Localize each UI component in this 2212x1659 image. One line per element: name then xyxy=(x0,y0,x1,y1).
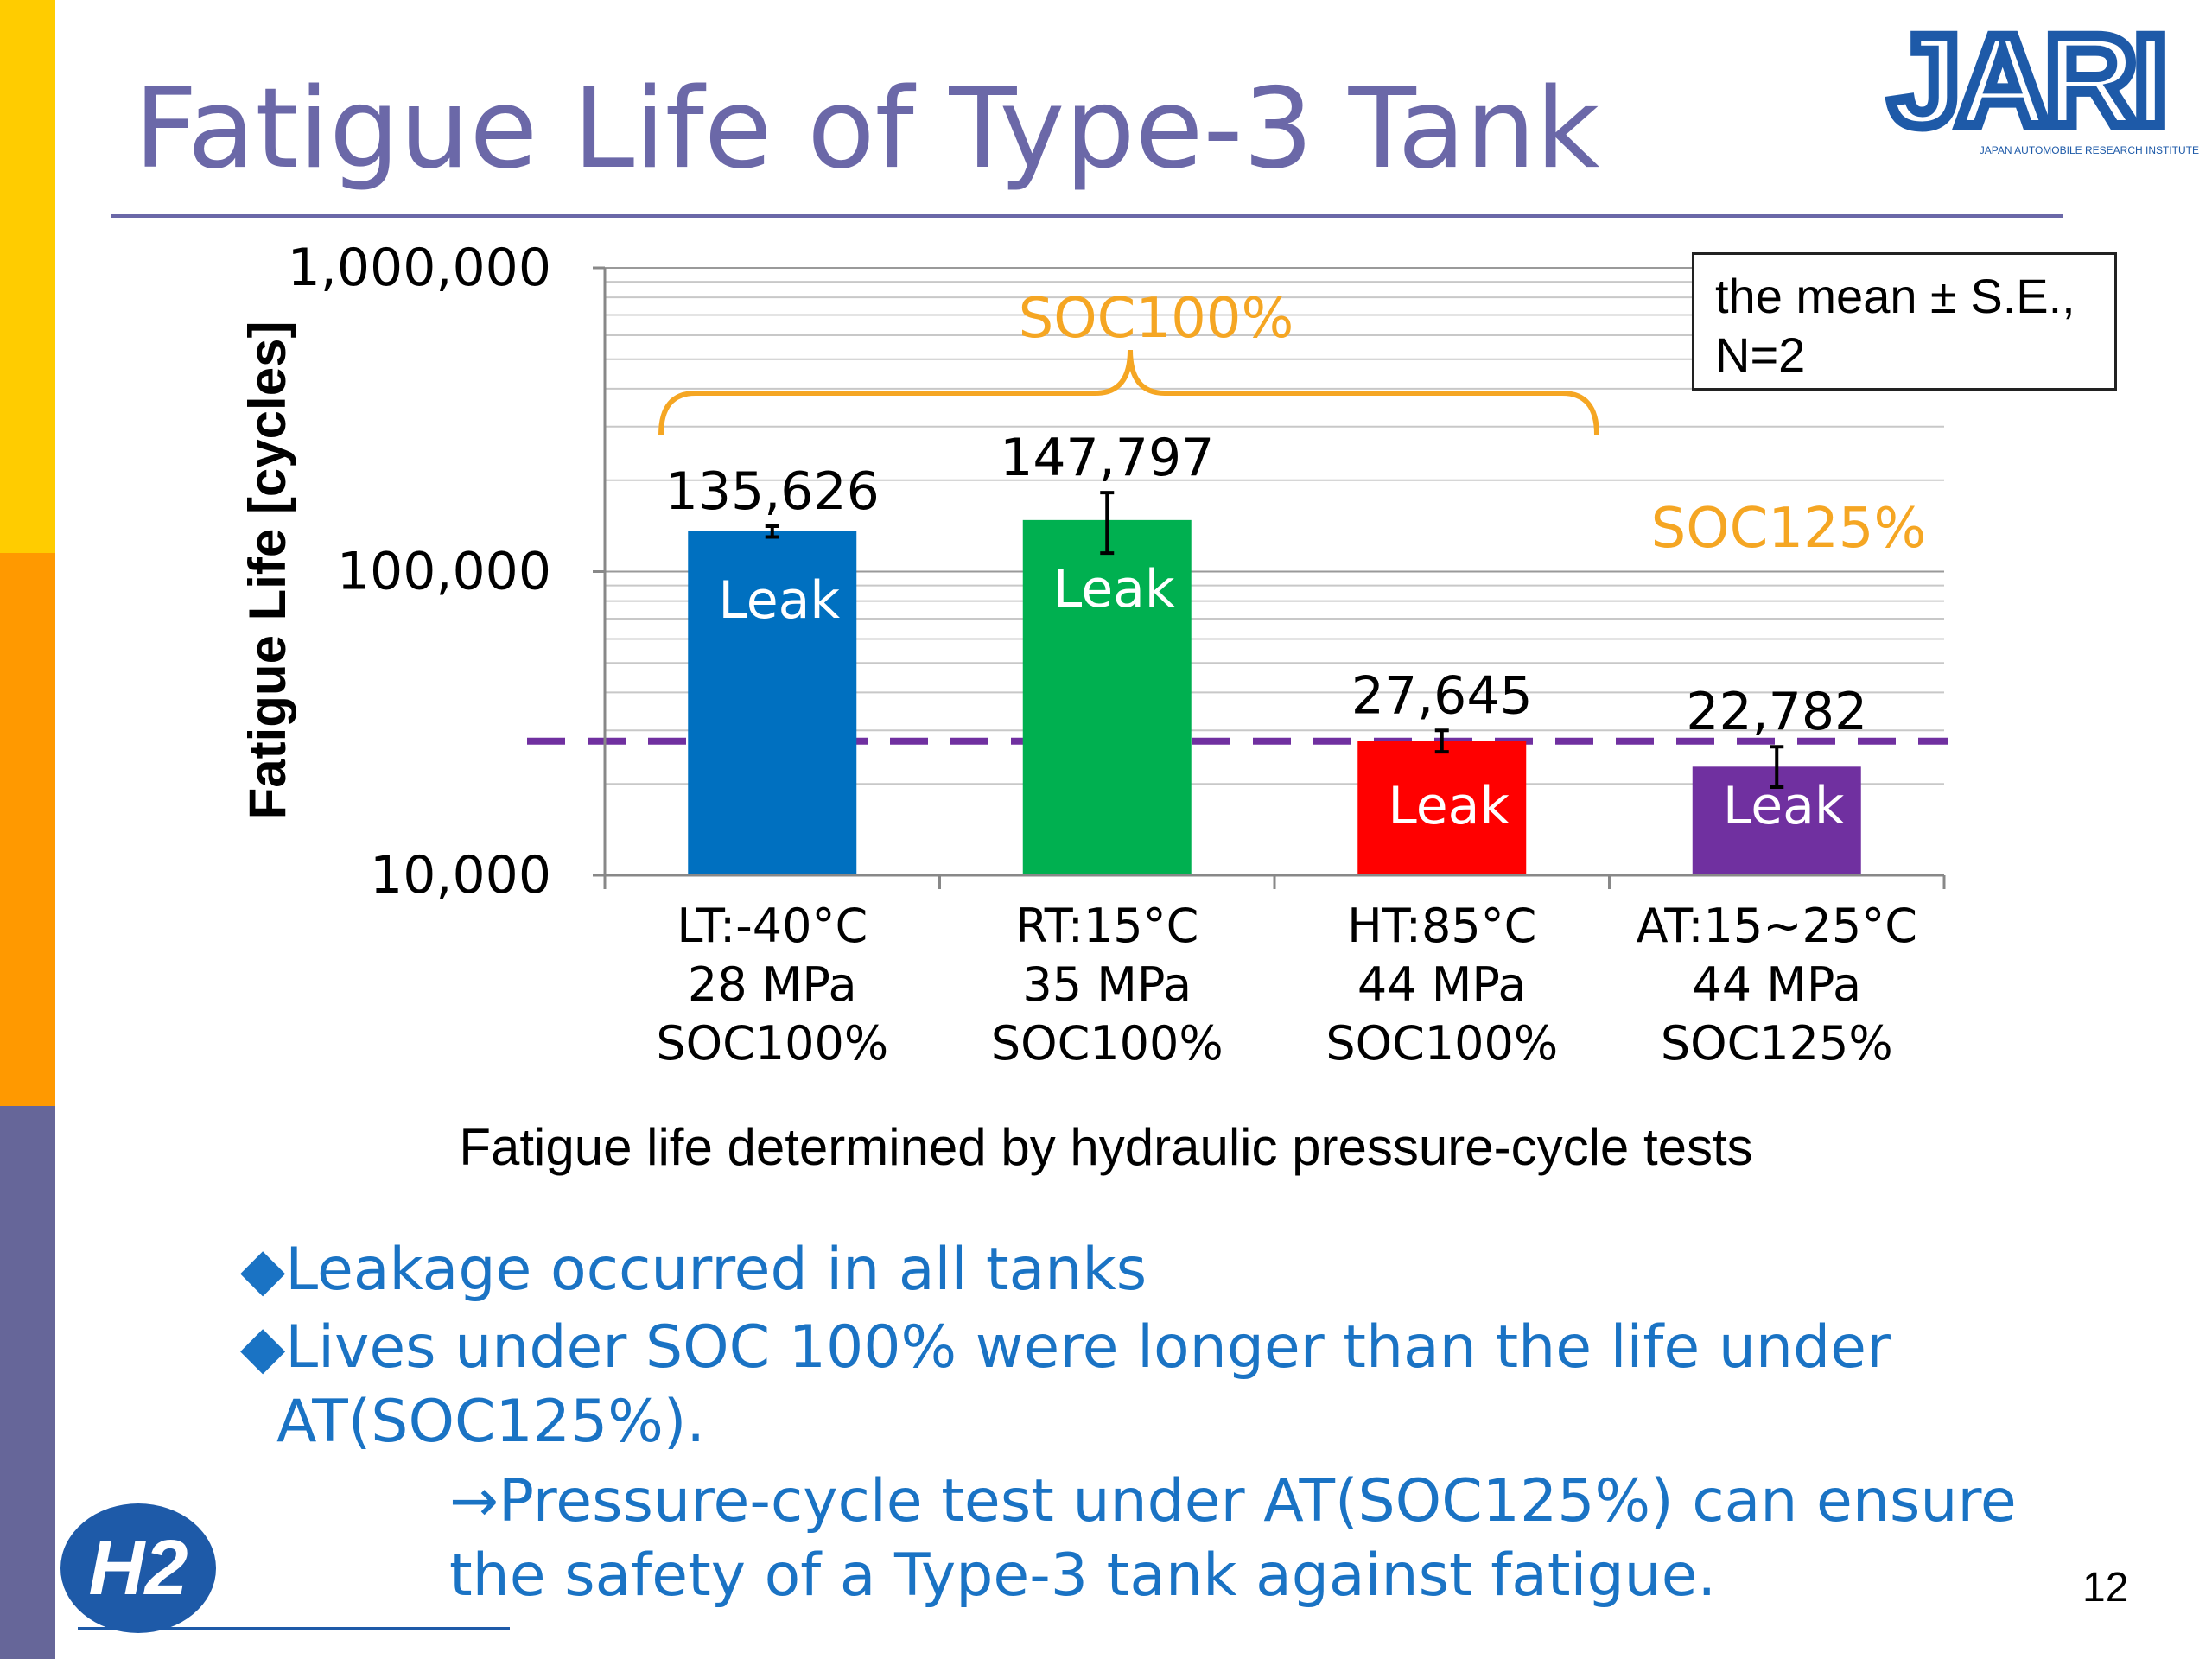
logo-wordmark: JARI xyxy=(1889,17,2164,153)
category-label: SOC125% xyxy=(1661,1016,1893,1071)
category-label: 44 MPa xyxy=(1357,957,1527,1012)
value-label: 147,797 xyxy=(1000,428,1214,488)
axes xyxy=(593,266,1946,889)
category-label: RT:15°C xyxy=(1015,899,1198,953)
bar-leak-label: Leak xyxy=(1053,559,1175,620)
title-divider xyxy=(111,214,2063,218)
soc100-annotation: SOC100% xyxy=(1019,287,1294,351)
conclusion-line-1: →Pressure-cycle test under AT(SOC125%) c… xyxy=(449,1467,2017,1535)
sidebar-stripe-orange xyxy=(0,553,55,1106)
bullet-2: ◆Lives under SOC 100% were longer than t… xyxy=(240,1313,1891,1382)
bar-leak-label: Leak xyxy=(1723,776,1845,836)
category-label: SOC100% xyxy=(656,1016,888,1071)
page-number: 12 xyxy=(2082,1565,2129,1611)
note-line-2: N=2 xyxy=(1715,327,1806,382)
category-label: AT:15~25°C xyxy=(1637,899,1917,953)
h2-logo-text: H2 xyxy=(88,1525,188,1611)
category-label: SOC100% xyxy=(991,1016,1224,1071)
bar xyxy=(1357,741,1527,875)
category-label: SOC100% xyxy=(1325,1016,1558,1071)
bars xyxy=(688,491,1861,875)
bar-leak-label: Leak xyxy=(1388,776,1510,836)
category-label: 28 MPa xyxy=(688,957,857,1012)
soc100-brace xyxy=(658,349,1599,435)
bar xyxy=(1022,519,1192,875)
y-tick-label: 1,000,000 xyxy=(288,238,551,298)
category-label: LT:-40°C xyxy=(677,899,868,953)
value-label: 22,782 xyxy=(1686,682,1867,742)
bullet-1: ◆Leakage occurred in all tanks xyxy=(240,1236,1147,1304)
bullet-2-continuation: AT(SOC125%). xyxy=(276,1388,706,1456)
sidebar-stripe-purple xyxy=(0,1106,55,1659)
h2-logo: H2 xyxy=(60,1503,510,1633)
annotations xyxy=(527,349,1948,745)
category-label: HT:85°C xyxy=(1347,899,1536,953)
note-line-1: the mean ± S.E., xyxy=(1715,269,2075,323)
diamond-bullet-icon: ◆ xyxy=(240,1236,286,1304)
y-tick-label: 100,000 xyxy=(337,542,551,602)
diamond-bullet-icon: ◆ xyxy=(240,1313,286,1382)
value-label: 135,626 xyxy=(665,461,880,522)
y-tick-label: 10,000 xyxy=(370,845,551,906)
logo-subtext: JAPAN AUTOMOBILE RESEARCH INSTITUTE xyxy=(1980,144,2199,156)
statistics-note: the mean ± S.E., N=2 xyxy=(1692,252,2117,391)
h2-logo-rule xyxy=(78,1627,510,1630)
category-label: 44 MPa xyxy=(1692,957,1861,1012)
sidebar-stripe-yellow xyxy=(0,0,55,553)
jari-logo: JARI JAPAN AUTOMOBILE RESEARCH INSTITUTE xyxy=(1884,17,2199,158)
category-label: 35 MPa xyxy=(1022,957,1192,1012)
bar-leak-label: Leak xyxy=(718,570,840,631)
soc125-annotation: SOC125% xyxy=(1651,497,1927,561)
y-axis-title: Fatigue Life [cycles] xyxy=(238,321,296,820)
h2-logo-badge xyxy=(60,1503,216,1633)
bar xyxy=(688,531,857,875)
page-title: Fatigue Life of Type-3 Tank xyxy=(134,65,1600,194)
value-label: 27,645 xyxy=(1351,665,1533,726)
conclusion-line-2: the safety of a Type-3 tank against fati… xyxy=(449,1541,1717,1610)
chart-caption: Fatigue life determined by hydraulic pre… xyxy=(459,1118,1753,1176)
